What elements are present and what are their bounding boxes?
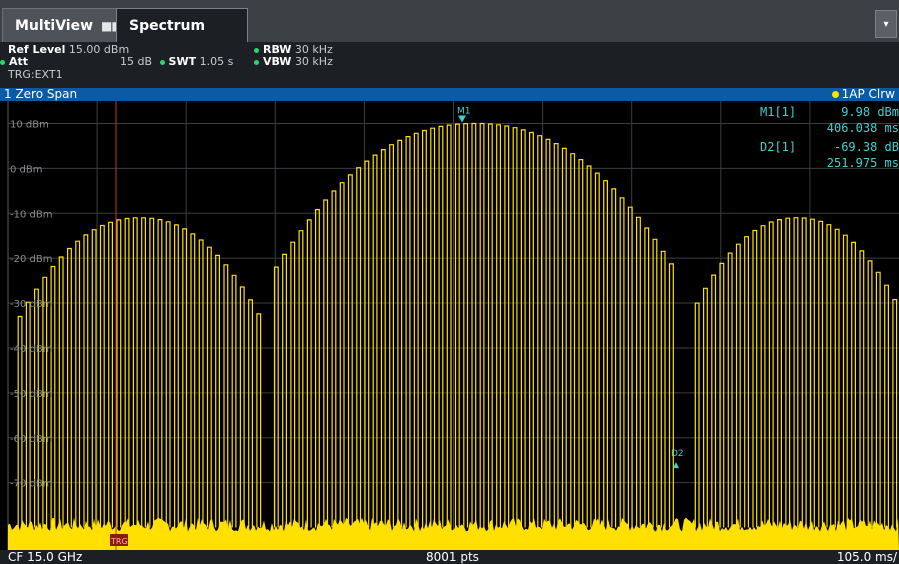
y-tick-label: -40 dBm — [10, 344, 52, 355]
marker-m1-label: M1 — [457, 106, 471, 116]
plot-overlays: M1 D2 TRG — [110, 101, 684, 550]
trg-flag — [110, 534, 128, 546]
y-tick-label: -50 dBm — [10, 389, 52, 400]
y-tick-label: -70 dBm — [10, 479, 52, 490]
zero-span-plot[interactable]: M1 D2 TRG 10 dBm 0 dBm -10 dBm -20 dBm -30 dBm… — [0, 101, 899, 550]
att-value: 15 dB — [120, 55, 153, 68]
burst-2 — [273, 122, 674, 528]
trg-label: TRG — [110, 537, 128, 546]
y-tick-label: 10 dBm — [10, 119, 49, 130]
tab-spectrum[interactable]: Spectrum — [116, 8, 248, 42]
status-bar: CF 15.0 GHz 8001 pts 105.0 ms/ — [0, 550, 899, 564]
measurement-info-bar: Ref Level 15.00 dBm Att 15 dB SWT 1.05 s… — [0, 42, 899, 88]
ref-level-label: Ref Level — [8, 43, 66, 56]
y-axis-labels: 10 dBm 0 dBm -10 dBm -20 dBm -30 dBm -40 dBm -… — [10, 119, 52, 489]
rbw-value: 30 kHz — [294, 43, 333, 56]
swt-label: SWT — [168, 55, 197, 68]
noise-floor — [8, 517, 899, 550]
trace-info[interactable]: 1AP Clrw — [831, 87, 895, 101]
y-tick-label: -10 dBm — [10, 209, 52, 220]
burst-3 — [694, 217, 898, 528]
vbw-indicator-icon — [254, 59, 259, 65]
att-label: Att — [9, 55, 29, 68]
swt-indicator-icon — [159, 59, 165, 65]
trace-display[interactable]: M1 D2 TRG 10 dBm 0 dBm -10 dBm -20 dBm -30 dBm… — [0, 101, 899, 550]
marker-d2-level: -69.38 dB — [833, 140, 899, 154]
y-tick-label: -30 dBm — [10, 299, 52, 310]
window-title: 1 Zero Span — [4, 87, 78, 101]
tab-multiview-label: MultiView — [15, 17, 94, 34]
tab-multiview[interactable]: MultiView ■■ — [2, 8, 123, 42]
marker-d2-label: D2 — [671, 449, 684, 459]
marker-m1-time: 406.038 ms — [826, 121, 899, 135]
marker-m1-icon — [458, 115, 466, 123]
burst-1 — [17, 217, 262, 528]
ref-level-value: 15.00 dBm — [68, 43, 130, 56]
trace-color-icon — [831, 91, 839, 98]
att: Att — [0, 56, 28, 68]
trigger-source: TRG:EXT1 — [8, 68, 63, 81]
y-tick-label: -20 dBm — [10, 254, 52, 265]
rbw: RBW 30 kHz — [254, 44, 333, 56]
window-title-bar[interactable]: 1 Zero Span 1AP Clrw — [0, 88, 899, 101]
rbw-label: RBW — [263, 43, 292, 56]
marker-m1-level: 9.98 dBm — [841, 105, 899, 119]
vbw: VBW 30 kHz — [254, 56, 333, 68]
tab-spectrum-label: Spectrum — [129, 17, 206, 34]
marker-d2-time: 251.975 ms — [826, 156, 899, 170]
marker-m1-name: M1[1] — [760, 105, 797, 119]
chevron-down-icon: ▾ — [883, 18, 889, 30]
rbw-indicator-icon — [254, 47, 259, 53]
marker-d2-name: D2[1] — [760, 140, 797, 154]
y-tick-label: 0 dBm — [10, 164, 43, 175]
tab-dropdown-button[interactable]: ▾ — [875, 10, 897, 38]
att-indicator-icon — [0, 59, 5, 65]
vbw-value: 30 kHz — [294, 55, 333, 68]
sweep-points: 8001 pts — [426, 550, 479, 564]
y-tick-label: -60 dBm — [10, 434, 52, 445]
tab-bar: MultiView ■■ Spectrum ▾ — [0, 0, 899, 42]
center-frequency: CF 15.0 GHz — [8, 550, 83, 564]
marker-d2-icon — [673, 462, 679, 469]
att-swt: 15 dB SWT 1.05 s — [120, 56, 233, 68]
swt-value: 1.05 s — [199, 55, 234, 68]
time-per-division: 105.0 ms/ — [836, 550, 897, 564]
trace-label: 1AP Clrw — [841, 87, 895, 101]
vbw-label: VBW — [263, 55, 292, 68]
trace-1 — [8, 122, 899, 550]
ref-level: Ref Level 15.00 dBm — [8, 44, 129, 56]
